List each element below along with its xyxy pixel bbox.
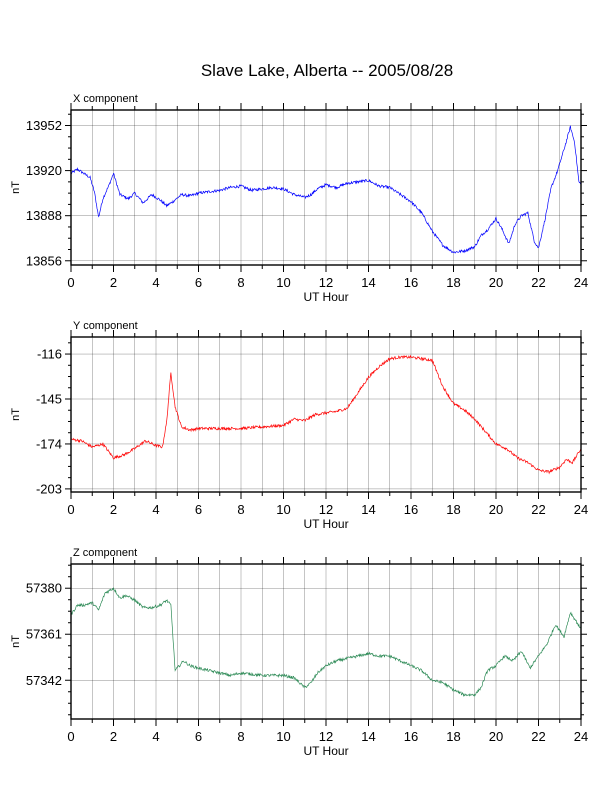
x-tick-label: 24 (574, 275, 588, 290)
y-tick-label: 13888 (26, 208, 62, 223)
x-tick-label: 24 (574, 502, 588, 517)
y-tick-label: 57342 (26, 673, 62, 688)
x-tick-label: 2 (110, 502, 117, 517)
x-tick-label: 18 (446, 502, 460, 517)
x-tick-label: 14 (361, 729, 375, 744)
x-tick-label: 10 (276, 729, 290, 744)
x-tick-label: 0 (67, 729, 74, 744)
panel-subtitle: Z component (73, 547, 137, 559)
x-tick-label: 12 (319, 275, 333, 290)
x-tick-label: 4 (152, 275, 159, 290)
y-tick-label: -174 (36, 436, 62, 451)
x-axis-label: UT Hour (303, 517, 348, 531)
x-tick-label: 2 (110, 729, 117, 744)
x-tick-label: 16 (404, 729, 418, 744)
y-tick-label: 57361 (26, 627, 62, 642)
x-tick-label: 4 (152, 502, 159, 517)
y-tick-label: 57380 (26, 581, 62, 596)
x-tick-label: 6 (195, 275, 202, 290)
x-tick-label: 10 (276, 502, 290, 517)
x-tick-label: 6 (195, 729, 202, 744)
x-tick-label: 14 (361, 502, 375, 517)
panel-subtitle: X component (73, 93, 138, 105)
x-tick-label: 8 (237, 275, 244, 290)
x-axis-label: UT Hour (303, 744, 348, 758)
data-trace-z (70, 587, 582, 698)
y-tick-label: -203 (36, 481, 62, 496)
y-tick-label: -116 (37, 347, 62, 362)
data-trace-y (70, 354, 582, 475)
x-tick-label: 18 (446, 275, 460, 290)
x-axis-label: UT Hour (303, 290, 348, 304)
x-tick-label: 0 (67, 275, 74, 290)
data-trace-x (70, 125, 582, 254)
x-tick-label: 14 (361, 275, 375, 290)
x-tick-label: 20 (489, 502, 503, 517)
x-tick-label: 12 (319, 729, 333, 744)
figure-title: Slave Lake, Alberta -- 2005/08/28 (201, 61, 453, 80)
y-tick-label: 13952 (26, 118, 62, 133)
x-tick-label: 16 (404, 275, 418, 290)
x-tick-label: 22 (531, 275, 545, 290)
x-tick-label: 10 (276, 275, 290, 290)
x-tick-label: 6 (195, 502, 202, 517)
x-tick-label: 0 (67, 502, 74, 517)
x-tick-label: 12 (319, 502, 333, 517)
y-tick-label: -145 (36, 392, 62, 407)
panel-subtitle: Y component (73, 320, 138, 332)
y-axis-label: nT (10, 181, 22, 194)
x-tick-label: 20 (489, 729, 503, 744)
x-tick-label: 8 (237, 502, 244, 517)
x-tick-label: 22 (531, 729, 545, 744)
x-tick-label: 20 (489, 275, 503, 290)
y-tick-label: 13856 (26, 253, 62, 268)
x-tick-label: 24 (574, 729, 588, 744)
y-axis-label: nT (10, 408, 22, 421)
y-axis-label: nT (10, 635, 22, 648)
x-tick-label: 22 (531, 502, 545, 517)
x-tick-label: 18 (446, 729, 460, 744)
x-tick-label: 16 (404, 502, 418, 517)
x-tick-label: 8 (237, 729, 244, 744)
x-tick-label: 4 (152, 729, 159, 744)
x-tick-label: 2 (110, 275, 117, 290)
y-tick-label: 13920 (26, 163, 62, 178)
